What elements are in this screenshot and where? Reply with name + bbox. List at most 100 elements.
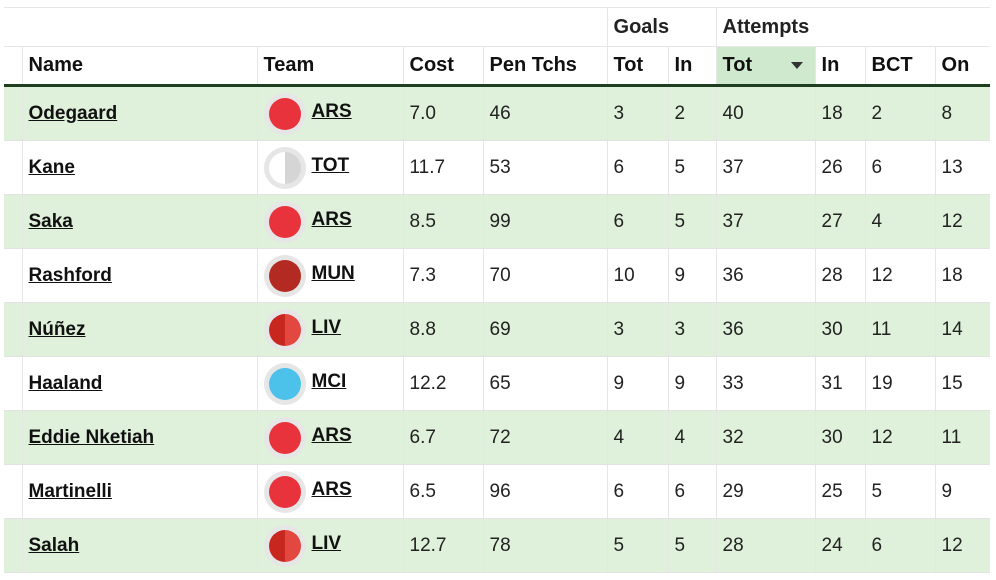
column-header-pen-tchs[interactable]: Pen Tchs — [482, 46, 608, 87]
team-link[interactable]: ARS — [311, 478, 352, 500]
attempts-in-cell: 27 — [814, 194, 866, 249]
column-header-goals-tot[interactable]: Tot — [606, 46, 669, 87]
row-marker — [4, 85, 22, 141]
row-marker — [4, 410, 22, 465]
player-name-link[interactable]: Núñez — [28, 318, 86, 340]
pen-tchs-cell: 72 — [482, 410, 608, 465]
team-link[interactable]: ARS — [311, 208, 352, 230]
team-link[interactable]: ARS — [311, 100, 352, 122]
goals-in-cell: 2 — [667, 85, 717, 141]
team-badge-icon — [263, 308, 306, 351]
attempts-in-cell: 31 — [814, 356, 866, 411]
player-name-cell: Saka — [21, 194, 257, 249]
bct-cell: 5 — [864, 464, 936, 519]
table-row: Salah LIV 12.7 78 5 5 28 24 6 12 — [4, 518, 991, 573]
cost-cell: 7.0 — [402, 85, 483, 141]
player-name-link[interactable]: Kane — [28, 156, 75, 178]
column-header-on[interactable]: On — [934, 46, 991, 87]
player-name-link[interactable]: Rashford — [28, 264, 112, 286]
team-badge-icon — [263, 470, 306, 513]
player-name-link[interactable]: Odegaard — [28, 102, 118, 124]
pen-tchs-cell: 53 — [482, 140, 608, 195]
column-header-name[interactable]: Name — [21, 46, 257, 87]
attempts-in-cell: 28 — [814, 248, 866, 303]
player-name-cell: Rashford — [21, 248, 257, 303]
team-badge-icon — [263, 92, 306, 135]
player-name-link[interactable]: Salah — [28, 534, 80, 556]
bct-cell: 4 — [864, 194, 936, 249]
column-header-team[interactable]: Team — [256, 46, 403, 87]
team-badge-icon — [263, 254, 306, 297]
player-name-cell: Salah — [21, 518, 257, 573]
goals-in-cell: 5 — [667, 518, 717, 573]
on-cell: 9 — [934, 464, 991, 519]
table-row: Kane TOT 11.7 53 6 5 37 26 6 13 — [4, 140, 991, 195]
goals-tot-cell: 6 — [606, 464, 669, 519]
team-link[interactable]: TOT — [311, 154, 350, 176]
on-cell: 15 — [934, 356, 991, 411]
goals-in-cell: 3 — [667, 302, 717, 357]
attempts-tot-cell: 37 — [715, 194, 816, 249]
bct-cell: 6 — [864, 518, 936, 573]
table-row: Rashford MUN 7.3 70 10 9 36 28 12 18 — [4, 248, 991, 303]
team-link[interactable]: ARS — [311, 424, 352, 446]
attempts-tot-cell: 40 — [715, 85, 816, 141]
row-marker-header — [4, 46, 22, 87]
team-link[interactable]: MUN — [311, 262, 355, 284]
player-name-link[interactable]: Haaland — [28, 372, 103, 394]
table-body: Odegaard ARS 7.0 46 3 2 40 18 2 8 Kane T… — [4, 85, 991, 573]
row-marker — [4, 248, 22, 303]
goals-in-cell: 4 — [667, 410, 717, 465]
table-row: Saka ARS 8.5 99 6 5 37 27 4 12 — [4, 194, 991, 249]
cost-cell: 8.8 — [402, 302, 483, 357]
group-header-attempts: Attempts — [715, 7, 991, 47]
goals-in-cell: 5 — [667, 140, 717, 195]
column-header-row: Name Team Cost Pen Tchs Tot In Tot In BC… — [4, 46, 991, 87]
row-marker — [4, 140, 22, 195]
row-marker — [4, 302, 22, 357]
on-cell: 12 — [934, 194, 991, 249]
column-header-goals-in[interactable]: In — [667, 46, 717, 87]
stats-table-container: Goals Attempts Name Team Cost Pen Tchs T… — [4, 7, 991, 573]
team-cell: ARS — [256, 464, 403, 519]
player-stats-table: Goals Attempts Name Team Cost Pen Tchs T… — [4, 7, 991, 573]
team-link[interactable]: MCI — [311, 370, 347, 392]
column-header-attempts-tot[interactable]: Tot — [715, 46, 816, 87]
column-header-attempts-in[interactable]: In — [814, 46, 866, 87]
pen-tchs-cell: 99 — [482, 194, 608, 249]
goals-in-cell: 6 — [667, 464, 717, 519]
pen-tchs-cell: 46 — [482, 85, 608, 141]
attempts-in-cell: 26 — [814, 140, 866, 195]
table-row: Odegaard ARS 7.0 46 3 2 40 18 2 8 — [4, 85, 991, 141]
cost-cell: 7.3 — [402, 248, 483, 303]
attempts-in-cell: 30 — [814, 410, 866, 465]
on-cell: 13 — [934, 140, 991, 195]
column-group-row: Goals Attempts — [4, 7, 991, 47]
player-name-cell: Núñez — [21, 302, 257, 357]
bct-cell: 12 — [864, 248, 936, 303]
goals-tot-cell: 9 — [606, 356, 669, 411]
cost-cell: 12.7 — [402, 518, 483, 573]
team-cell: MUN — [256, 248, 403, 303]
sort-descending-icon — [790, 62, 803, 69]
team-cell: LIV — [256, 518, 403, 573]
cost-cell: 8.5 — [402, 194, 483, 249]
team-cell: ARS — [256, 410, 403, 465]
player-name-link[interactable]: Saka — [28, 210, 73, 232]
pen-tchs-cell: 69 — [482, 302, 608, 357]
team-cell: TOT — [256, 140, 403, 195]
team-link[interactable]: LIV — [311, 532, 342, 554]
table-row: Núñez LIV 8.8 69 3 3 36 30 11 14 — [4, 302, 991, 357]
attempts-in-cell: 30 — [814, 302, 866, 357]
player-name-link[interactable]: Eddie Nketiah — [28, 426, 155, 448]
team-cell: ARS — [256, 85, 403, 141]
goals-tot-cell: 10 — [606, 248, 669, 303]
group-spacer — [4, 7, 608, 47]
player-name-link[interactable]: Martinelli — [28, 480, 112, 502]
goals-tot-cell: 6 — [606, 194, 669, 249]
column-header-bct[interactable]: BCT — [864, 46, 936, 87]
team-cell: ARS — [256, 194, 403, 249]
team-link[interactable]: LIV — [311, 316, 342, 338]
player-name-cell: Eddie Nketiah — [21, 410, 257, 465]
column-header-cost[interactable]: Cost — [402, 46, 483, 87]
